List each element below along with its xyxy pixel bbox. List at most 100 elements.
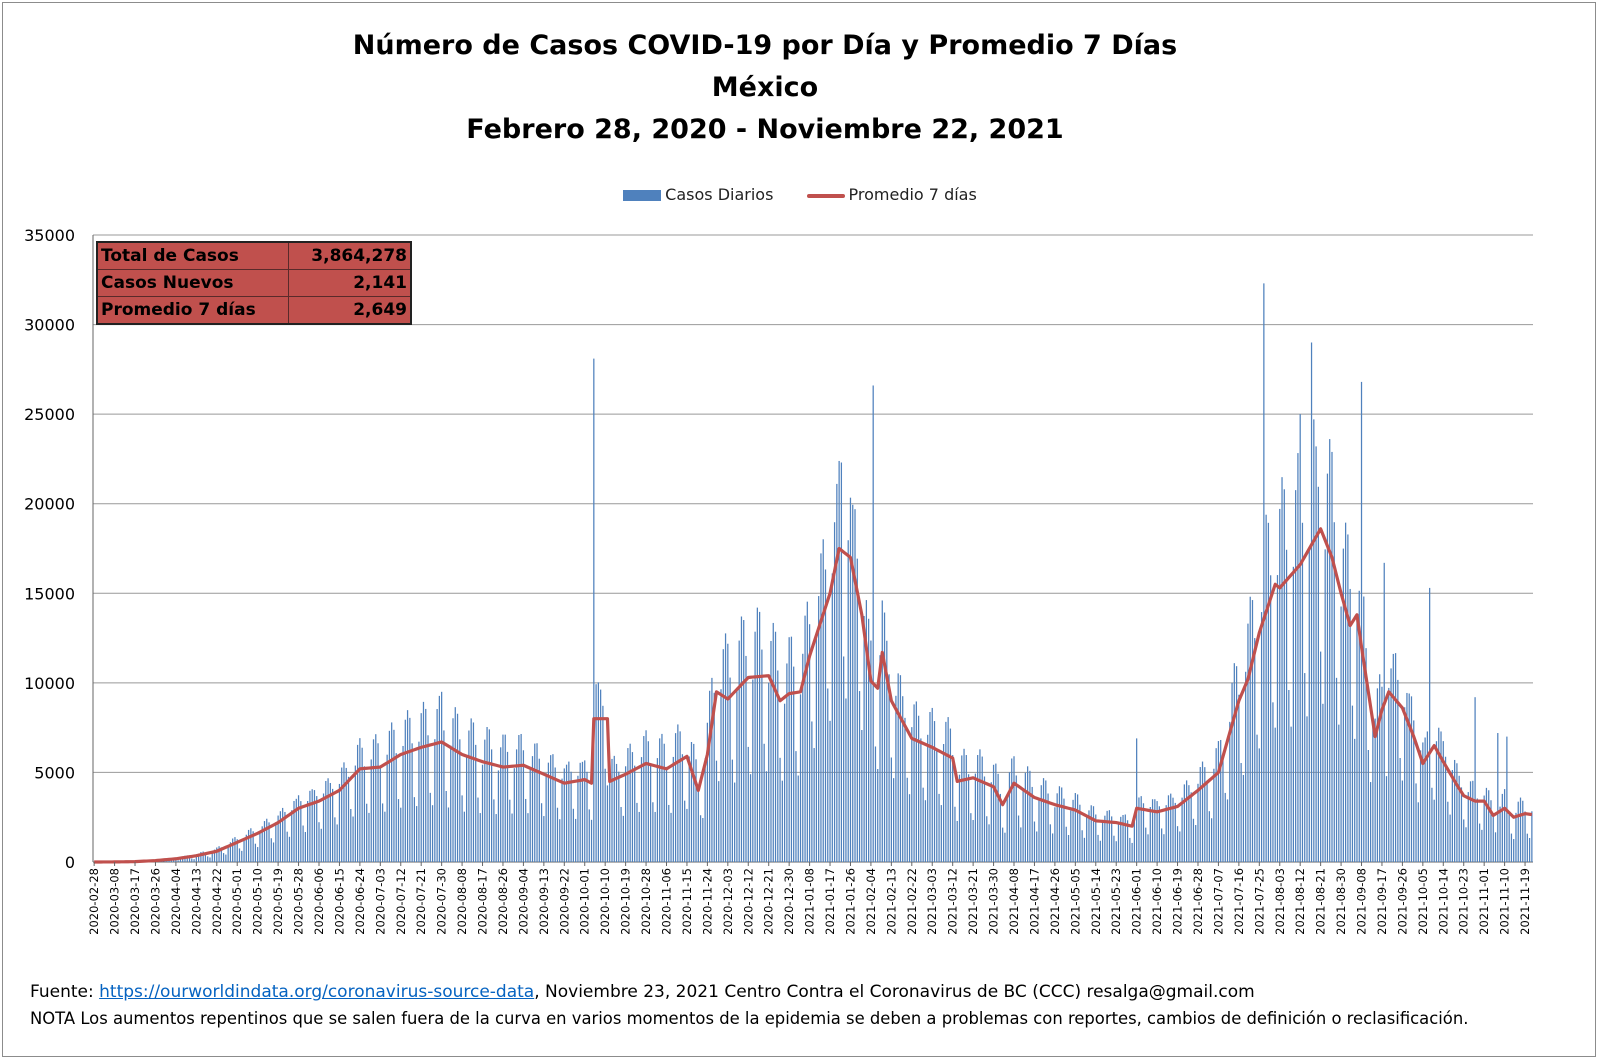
daily-bar bbox=[175, 860, 177, 862]
footer-source-label: Fuente: bbox=[30, 982, 94, 1002]
daily-bar bbox=[586, 771, 588, 862]
daily-bar bbox=[979, 749, 981, 862]
daily-bar bbox=[506, 751, 509, 862]
daily-bar bbox=[1133, 814, 1136, 862]
daily-bar bbox=[463, 811, 465, 862]
daily-bar bbox=[518, 735, 520, 862]
daily-bar bbox=[822, 539, 824, 862]
daily-bar bbox=[279, 811, 282, 862]
daily-bar bbox=[254, 843, 257, 862]
x-tick-label: 2020-08-17 bbox=[476, 868, 490, 935]
daily-bar bbox=[356, 744, 359, 862]
daily-bar bbox=[1344, 522, 1347, 862]
daily-bar bbox=[1310, 342, 1313, 862]
daily-bar bbox=[209, 857, 211, 862]
daily-bar bbox=[606, 785, 609, 862]
daily-bar bbox=[1004, 832, 1006, 862]
daily-bar bbox=[295, 798, 297, 862]
x-tick-label: 2021-10-14 bbox=[1436, 868, 1450, 935]
stats-value: 2,649 bbox=[288, 296, 412, 325]
daily-bar bbox=[634, 765, 636, 862]
daily-bar bbox=[288, 836, 291, 862]
daily-bar bbox=[824, 569, 827, 862]
daily-bar bbox=[563, 768, 565, 862]
daily-bar bbox=[672, 756, 674, 862]
daily-bar bbox=[1528, 837, 1531, 862]
daily-bar bbox=[1444, 756, 1447, 862]
daily-bar bbox=[1036, 831, 1038, 862]
daily-bar bbox=[1351, 705, 1354, 862]
x-tick-label: 2020-09-04 bbox=[516, 868, 530, 935]
daily-bar bbox=[1456, 763, 1458, 862]
daily-bar bbox=[1231, 682, 1233, 862]
daily-bar bbox=[307, 800, 309, 862]
daily-bar bbox=[338, 783, 341, 862]
daily-bar bbox=[1295, 490, 1297, 862]
chart-title: Número de Casos COVID-19 por Día y Prome… bbox=[352, 30, 1178, 61]
daily-bar bbox=[615, 763, 618, 862]
daily-bar bbox=[579, 762, 581, 862]
daily-bar bbox=[1304, 673, 1306, 862]
daily-bar bbox=[234, 837, 236, 862]
daily-bar bbox=[336, 824, 338, 862]
daily-bar bbox=[345, 767, 347, 862]
daily-bar bbox=[797, 775, 799, 862]
daily-bar bbox=[643, 736, 645, 862]
daily-bar bbox=[1104, 815, 1106, 862]
daily-bar bbox=[1290, 726, 1292, 862]
daily-bar bbox=[1108, 810, 1111, 862]
daily-bar bbox=[981, 756, 983, 862]
daily-bar bbox=[1020, 827, 1022, 862]
daily-bar bbox=[229, 842, 232, 862]
daily-bar bbox=[665, 766, 668, 862]
daily-bar bbox=[1265, 514, 1267, 862]
daily-bar bbox=[441, 691, 443, 862]
daily-bar bbox=[861, 730, 863, 862]
daily-bar bbox=[1117, 821, 1120, 862]
daily-bar bbox=[1413, 720, 1415, 862]
daily-bar bbox=[1454, 759, 1456, 862]
x-tick-label: 2021-06-10 bbox=[1150, 868, 1164, 935]
x-tick-label: 2021-05-23 bbox=[1109, 868, 1123, 935]
daily-bar bbox=[381, 803, 384, 862]
x-tick-label: 2020-07-12 bbox=[394, 868, 408, 935]
daily-bar bbox=[833, 522, 836, 862]
daily-bar bbox=[663, 743, 665, 862]
daily-bar bbox=[1347, 534, 1349, 862]
daily-bar bbox=[1040, 785, 1042, 862]
daily-bar bbox=[1258, 748, 1260, 862]
daily-bar bbox=[179, 858, 182, 862]
x-tick-label: 2020-05-19 bbox=[271, 868, 285, 935]
daily-bar bbox=[1092, 806, 1095, 862]
daily-bar bbox=[1235, 666, 1238, 862]
daily-bar bbox=[992, 764, 995, 862]
daily-bar bbox=[772, 622, 774, 862]
daily-bar bbox=[1247, 623, 1249, 862]
daily-bar bbox=[422, 701, 425, 862]
x-tick-label: 2020-02-28 bbox=[87, 868, 101, 935]
daily-bar bbox=[1195, 825, 1197, 862]
daily-bar bbox=[1011, 758, 1013, 862]
x-tick-label: 2021-09-08 bbox=[1355, 868, 1369, 935]
daily-bar bbox=[1320, 651, 1322, 862]
daily-bar bbox=[840, 462, 843, 862]
daily-bar bbox=[309, 790, 311, 862]
daily-bar bbox=[1136, 738, 1138, 862]
daily-bar bbox=[1392, 653, 1394, 862]
source-link[interactable]: https://ourworldindata.org/coronavirus-s… bbox=[99, 982, 535, 1002]
daily-bar bbox=[1315, 446, 1317, 862]
daily-bar bbox=[740, 616, 743, 862]
daily-bar bbox=[495, 814, 497, 862]
daily-bar bbox=[1131, 842, 1133, 862]
daily-bar bbox=[411, 743, 413, 862]
daily-bar bbox=[436, 709, 438, 862]
daily-bar bbox=[788, 637, 790, 862]
x-tick-label: 2021-11-19 bbox=[1518, 868, 1532, 935]
daily-bar bbox=[911, 727, 913, 862]
legend-item-bars: Casos Diarios bbox=[623, 185, 773, 204]
daily-bar bbox=[243, 839, 245, 862]
daily-bar bbox=[697, 785, 699, 862]
daily-bar bbox=[257, 847, 259, 862]
daily-bar bbox=[300, 801, 302, 862]
daily-bar bbox=[456, 713, 459, 862]
